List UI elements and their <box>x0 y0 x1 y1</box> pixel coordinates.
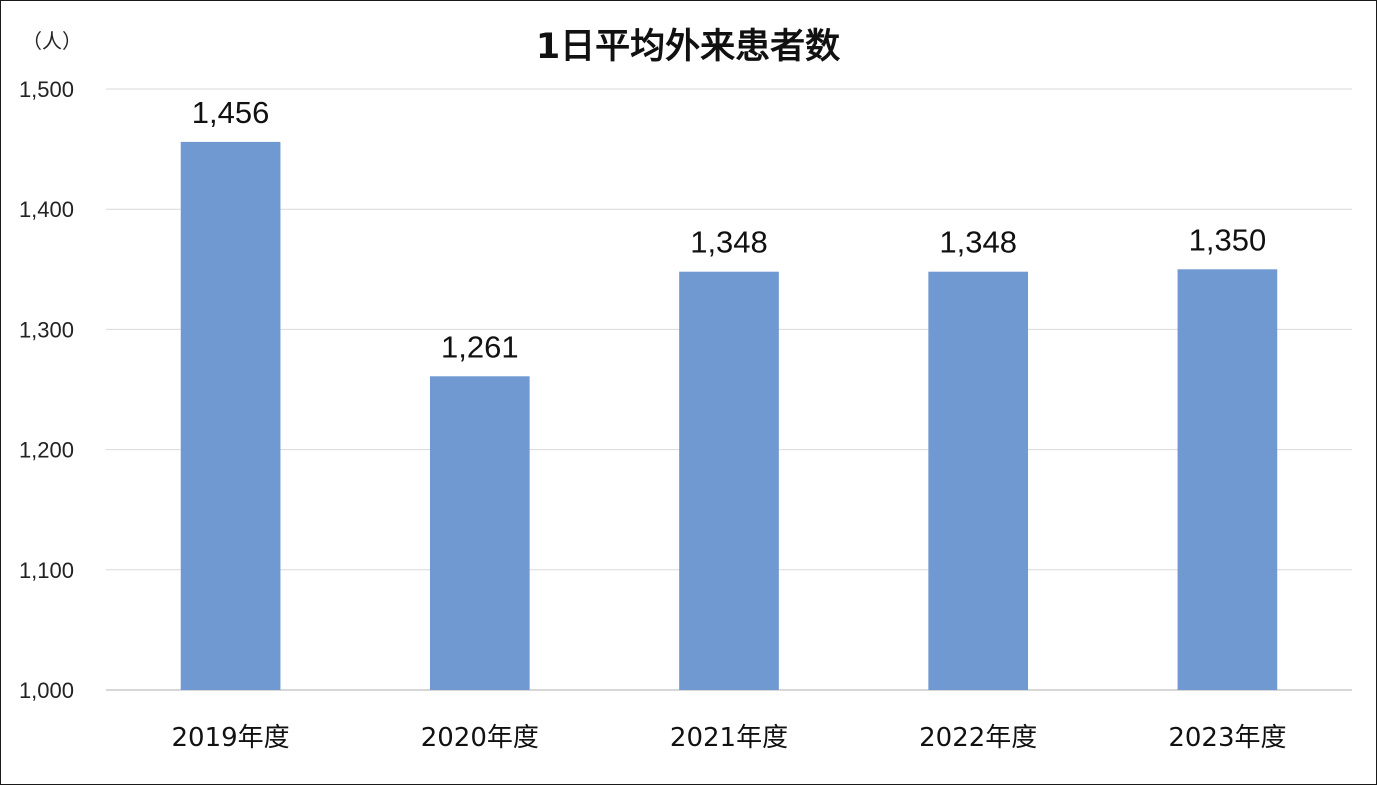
y-axis-unit-label: （人） <box>22 29 82 53</box>
x-tick-label: 2023年度 <box>1168 723 1286 753</box>
bar <box>1177 269 1278 690</box>
data-label: 1,348 <box>690 225 768 260</box>
data-label: 1,348 <box>939 225 1017 260</box>
y-tick-label: 1,300 <box>19 317 74 342</box>
x-tick-label: 2019年度 <box>172 723 290 753</box>
bar <box>429 376 530 690</box>
y-tick-label: 1,400 <box>19 197 74 222</box>
chart-title: 1日平均外来患者数 <box>536 27 840 67</box>
x-tick-label: 2020年度 <box>421 723 539 753</box>
data-label: 1,261 <box>441 329 519 364</box>
bar <box>679 271 779 690</box>
y-tick-label: 1,000 <box>19 678 74 703</box>
bar <box>928 271 1029 690</box>
data-label: 1,350 <box>1189 222 1267 257</box>
x-tick-label: 2022年度 <box>919 723 1037 753</box>
y-tick-label: 1,500 <box>19 77 74 102</box>
x-tick-label: 2021年度 <box>670 723 788 753</box>
data-label: 1,456 <box>192 95 270 130</box>
bar <box>180 141 281 690</box>
y-tick-label: 1,100 <box>19 558 74 583</box>
y-tick-label: 1,200 <box>19 438 74 463</box>
